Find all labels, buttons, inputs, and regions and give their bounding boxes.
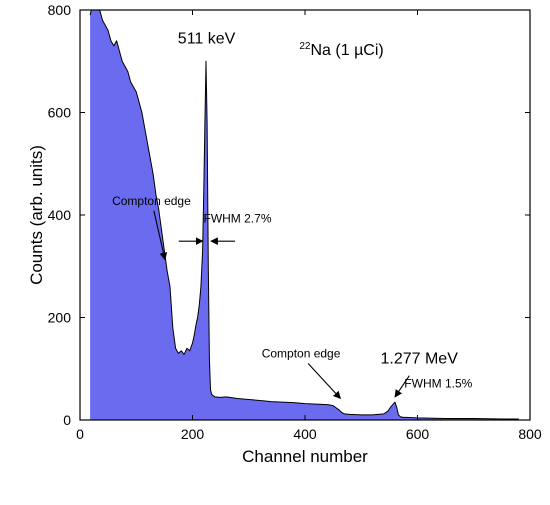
annotation-3: FWHM 2.7% [203, 212, 271, 226]
y-tick-label-4: 800 [48, 2, 72, 18]
x-axis-title: Channel number [242, 447, 368, 466]
annotation-6: FWHM 1.5% [404, 377, 472, 391]
spectrum-line-0 [89, 9, 519, 420]
y-tick-label-1: 200 [48, 310, 72, 326]
annotation-2: Compton edge [112, 194, 191, 208]
x-tick-label-0: 0 [76, 426, 84, 442]
y-tick-label-2: 400 [48, 207, 72, 223]
annotation-text-6: FWHM 1.5% [404, 377, 472, 391]
annotation-text-1: 22Na (1 µCi) [299, 41, 383, 59]
annotation-arrow-4 [307, 363, 341, 400]
x-tick-label-3: 600 [406, 426, 430, 442]
annotation-superscript-1: 22 [299, 41, 311, 52]
annotation-text-4: Compton edge [262, 346, 341, 360]
series-layer [89, 9, 519, 420]
annotation-layer: 511 keV 22Na (1 µCi) Compton edge FWHM 2.7%… [112, 30, 473, 400]
annotation-text-2: Compton edge [112, 194, 191, 208]
annotation-0: 511 keV [178, 30, 236, 47]
annotation-text-3: FWHM 2.7% [203, 212, 271, 226]
spectrum-area-0 [90, 10, 519, 420]
annotation-1: 22Na (1 µCi) [299, 41, 383, 59]
y-tick-label-0: 0 [63, 412, 71, 428]
x-tick-label-1: 200 [181, 426, 205, 442]
annotation-arrow-6 [394, 375, 410, 398]
annotation-text-5: 1.277 MeV [380, 351, 458, 368]
annotation-arrow-2 [153, 210, 168, 261]
ticks-layer: 0 200 400 600 800 0 200 400 600 800 [48, 2, 542, 442]
annotation-main-1: Na (1 µCi) [311, 42, 384, 59]
annotation-4: Compton edge [262, 346, 341, 360]
y-tick-label-3: 600 [48, 105, 72, 121]
annotation-text-0: 511 keV [178, 30, 236, 47]
y-axis-title: Counts (arb. units) [27, 145, 46, 285]
annotation-5: 1.277 MeV [380, 351, 458, 368]
x-tick-label-4: 800 [518, 426, 542, 442]
x-tick-label-2: 400 [293, 426, 317, 442]
